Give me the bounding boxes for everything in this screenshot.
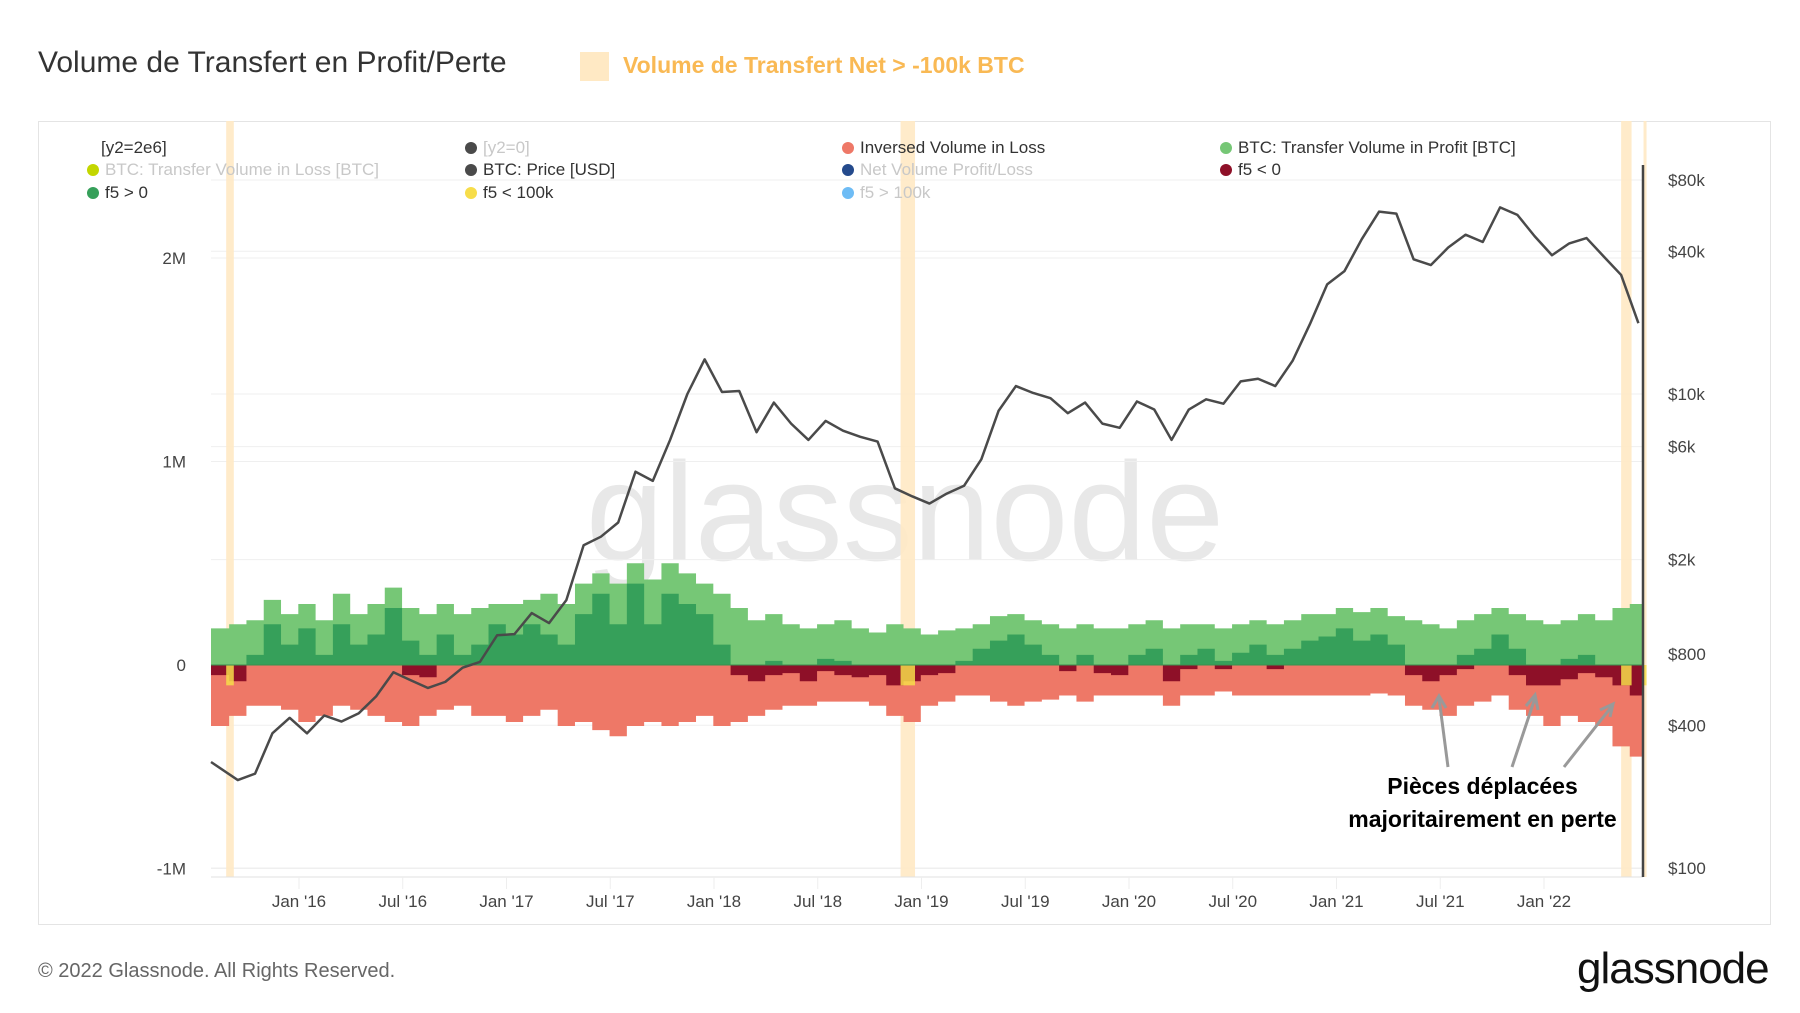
y-left-tick-label: 2M (162, 249, 186, 268)
y-right-tick-label: $800 (1668, 645, 1706, 664)
f5-lt-100k-mark (226, 665, 234, 686)
legend-label: BTC: Transfer Volume in Profit [BTC] (1238, 138, 1516, 157)
y-right-tick-label: $40k (1668, 242, 1705, 261)
y-right-tick-label: $80k (1668, 171, 1705, 190)
legend-dot-icon (465, 142, 477, 154)
legend-item[interactable]: BTC: Price [USD] (465, 160, 615, 180)
annotation-arrows (1430, 691, 1616, 768)
profit-volume-area (211, 563, 1643, 665)
x-tick-label: Jul '21 (1416, 892, 1465, 911)
price-line (210, 206, 1640, 782)
x-tick-label: Jan '20 (1102, 892, 1156, 911)
legend-dot-icon (465, 164, 477, 176)
highlight-band (900, 121, 916, 877)
y-right-tick-label: $2k (1668, 551, 1696, 570)
annotation-line2: majoritairement en perte (1348, 806, 1617, 832)
legend-dot-icon (1220, 142, 1232, 154)
legend-label: BTC: Price [USD] (483, 160, 616, 179)
legend-item[interactable]: Inversed Volume in Loss (842, 138, 1045, 158)
loss-f5-area (211, 665, 1643, 696)
y-left-tick-label: 1M (162, 453, 186, 472)
legend-dot-icon (87, 164, 99, 176)
legend-item[interactable]: BTC: Transfer Volume in Profit [BTC] (1220, 138, 1516, 158)
volume-areas (211, 563, 1647, 757)
x-tick-label: Jul '19 (1001, 892, 1050, 911)
profit-f5-area (211, 583, 1643, 665)
y-right-tick-label: $400 (1668, 716, 1706, 735)
legend-label: BTC: Transfer Volume in Loss [BTC] (105, 160, 379, 179)
grid (211, 179, 1643, 869)
x-tick-label: Jan '18 (687, 892, 741, 911)
legend-item[interactable]: Net Volume Profit/Loss (842, 160, 1033, 180)
x-tick-label: Jan '19 (894, 892, 948, 911)
f5-lt-100k-mark (1643, 665, 1647, 686)
legend-dot-icon (465, 187, 477, 199)
legend-dot-icon (842, 187, 854, 199)
x-tick-label: Jul '17 (586, 892, 635, 911)
glassnode-logo: glassnode (1577, 944, 1770, 993)
f5-lt-100k-mark (1621, 665, 1632, 686)
highlight-band (226, 121, 234, 877)
copyright: © 2022 Glassnode. All Rights Reserved. (38, 960, 396, 982)
legend-item[interactable]: f5 > 0 (87, 183, 148, 203)
arrow-line (1437, 697, 1450, 768)
loss-volume-area (211, 665, 1643, 757)
y-left-tick-label: -1M (157, 860, 186, 879)
legend-dot-icon (842, 164, 854, 176)
legend-label: [y2=2e6] (101, 138, 167, 157)
legend-label: f5 > 0 (105, 183, 149, 202)
arrow-head (1524, 691, 1540, 711)
highlight-band (1643, 121, 1647, 877)
highlight-band (1621, 121, 1632, 877)
highlight-label: Volume de Transfert Net > -100k BTC (623, 52, 1025, 78)
legend-label: [y2=0] (483, 138, 530, 157)
x-tick-label: Jan '21 (1309, 892, 1363, 911)
arrow-line (1562, 705, 1614, 768)
y-right-tick-label: $10k (1668, 385, 1705, 404)
legend-item[interactable]: [y2=2e6] (101, 138, 167, 158)
x-tick-label: Jul '16 (378, 892, 427, 911)
legend-dot-icon (1220, 164, 1232, 176)
legend-item[interactable]: f5 < 0 (1220, 160, 1281, 180)
legend-item[interactable]: [y2=0] (465, 138, 530, 158)
y-right-tick-label: $100 (1668, 859, 1706, 878)
x-tick-label: Jul '18 (793, 892, 842, 911)
highlight-swatch (580, 52, 609, 81)
chart-title: Volume de Transfert en Profit/Perte (38, 46, 507, 79)
legend-item[interactable]: BTC: Transfer Volume in Loss [BTC] (87, 160, 379, 180)
legend-label: Net Volume Profit/Loss (860, 160, 1033, 179)
arrow-head (1599, 701, 1616, 718)
legend-item[interactable]: f5 < 100k (465, 183, 553, 203)
axes: Jan '16 Jul '16 Jan '17 Jul '17 Jan '18 Jul '… (157, 165, 1706, 911)
x-tick-label: Jan '17 (479, 892, 533, 911)
legend-label: f5 < 100k (483, 183, 554, 202)
legend-label: Inversed Volume in Loss (860, 138, 1046, 157)
legend-label: f5 < 0 (1238, 160, 1282, 179)
legend-label: f5 > 100k (860, 183, 931, 202)
price-line-group (210, 206, 1640, 782)
arrow-head (1430, 693, 1448, 709)
annotation-line1: Pièces déplacées (1387, 773, 1578, 799)
legend-dot-icon (842, 142, 854, 154)
arrow-line (1510, 697, 1537, 768)
y-left-tick-label: 0 (177, 656, 186, 675)
f5-lt-100k-mark (900, 665, 916, 686)
legend-dot-icon (87, 187, 99, 199)
y-right-tick-label: $6k (1668, 438, 1696, 457)
x-tick-label: Jul '20 (1208, 892, 1257, 911)
legend-item[interactable]: f5 > 100k (842, 183, 930, 203)
x-tick-label: Jan '22 (1517, 892, 1571, 911)
x-tick-label: Jan '16 (272, 892, 326, 911)
annotation-text: Pièces déplacées majoritairement en pert… (1300, 770, 1665, 836)
